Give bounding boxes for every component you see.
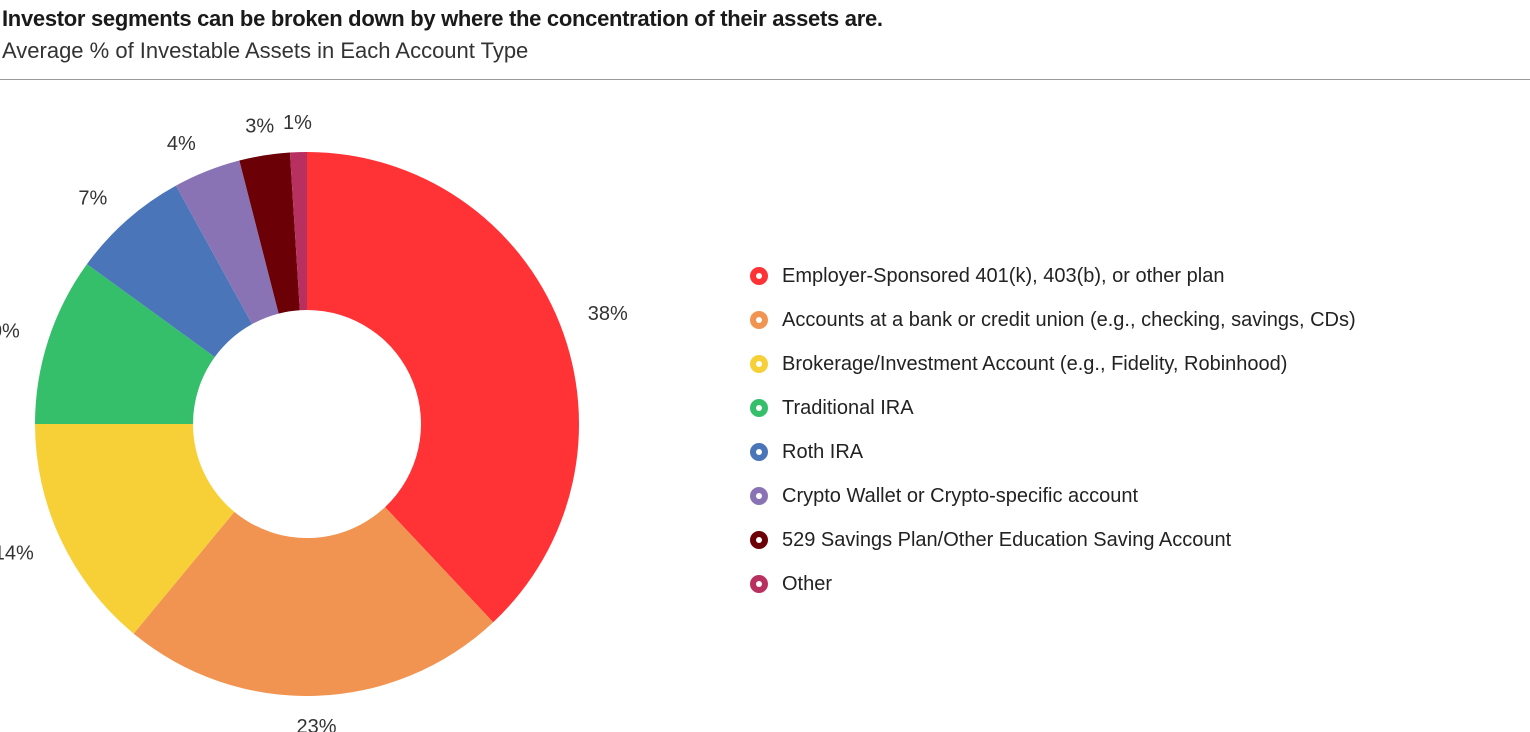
slice-value-label: 38% xyxy=(588,303,628,325)
slice-value-label: 14% xyxy=(0,543,34,565)
legend-item: Accounts at a bank or credit union (e.g.… xyxy=(750,298,1356,342)
legend-marker-icon xyxy=(750,443,768,461)
donut-slice xyxy=(239,152,300,314)
legend-label: Other xyxy=(782,572,833,595)
legend-label: Roth IRA xyxy=(782,440,864,463)
donut-slice xyxy=(289,152,307,311)
legend-label: Traditional IRA xyxy=(782,396,914,419)
slice-value-label: 7% xyxy=(78,187,107,209)
chart-title: Investor segments can be broken down by … xyxy=(2,6,883,31)
chart-legend: Employer-Sponsored 401(k), 403(b), or ot… xyxy=(750,254,1356,606)
slice-value-label: 3% xyxy=(245,116,274,138)
legend-item: Brokerage/Investment Account (e.g., Fide… xyxy=(750,342,1356,386)
legend-label: Crypto Wallet or Crypto-specific account xyxy=(782,484,1139,507)
chart-subtitle: Average % of Investable Assets in Each A… xyxy=(2,38,529,63)
legend-marker-icon xyxy=(750,575,768,593)
donut-slice xyxy=(34,424,235,634)
legend-marker-icon xyxy=(750,399,768,417)
legend-marker-icon xyxy=(750,531,768,549)
donut-slice xyxy=(133,507,494,696)
slice-value-label: 4% xyxy=(167,133,196,155)
legend-label: Brokerage/Investment Account (e.g., Fide… xyxy=(782,352,1288,375)
legend-marker-icon xyxy=(750,355,768,373)
legend-item: Traditional IRA xyxy=(750,386,1356,430)
slice-value-label: 23% xyxy=(296,716,336,732)
legend-label: 529 Savings Plan/Other Education Saving … xyxy=(782,528,1232,551)
slice-value-label: 1% xyxy=(283,112,312,134)
slice-value-label: 10% xyxy=(0,321,20,343)
legend-item: Employer-Sponsored 401(k), 403(b), or ot… xyxy=(750,254,1356,298)
legend-marker-icon xyxy=(750,267,768,285)
legend-item: Crypto Wallet or Crypto-specific account xyxy=(750,474,1356,518)
donut-slice xyxy=(35,264,215,424)
legend-label: Accounts at a bank or credit union (e.g.… xyxy=(782,308,1356,331)
legend-item: Other xyxy=(750,562,1356,606)
header-divider xyxy=(0,79,1530,80)
donut-slice xyxy=(307,152,580,623)
donut-slice xyxy=(86,185,253,357)
legend-item: Roth IRA xyxy=(750,430,1356,474)
donut-slices xyxy=(34,152,580,696)
legend-label: Employer-Sponsored 401(k), 403(b), or ot… xyxy=(782,264,1225,287)
donut-slice-labels: 38% 23% 14% 10% 7% 4% 3% 1% xyxy=(0,112,628,732)
legend-marker-icon xyxy=(750,311,768,329)
legend-marker-icon xyxy=(750,487,768,505)
legend-item: 529 Savings Plan/Other Education Saving … xyxy=(750,518,1356,562)
donut-slice xyxy=(175,160,279,325)
